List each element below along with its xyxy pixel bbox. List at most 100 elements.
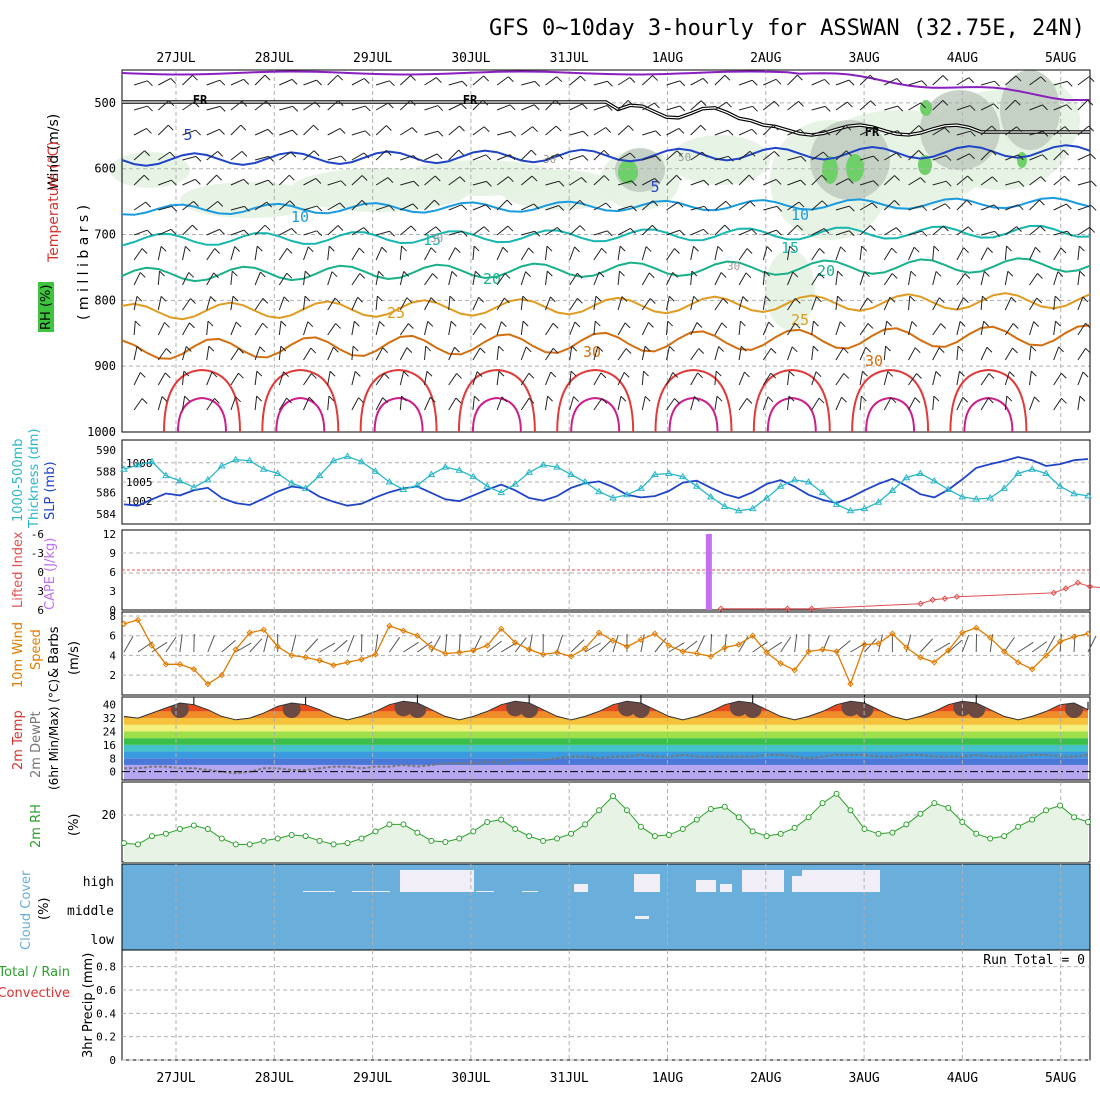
wind-barb-flag [935,271,942,277]
wind-barb-flag [389,230,395,237]
slp-line [123,456,1089,507]
wind10m-barb [850,642,867,653]
wind-barb [496,247,504,261]
wind-barb [206,248,216,261]
rh-marker [861,826,868,833]
wind-barb [133,80,148,86]
wind-barb [593,202,607,211]
wind-barb [182,298,191,311]
thickness-marker [525,468,534,475]
cape-bar [705,534,712,610]
wind-barb [278,397,288,411]
wind-barb [811,151,824,161]
rh-marker [959,819,966,825]
wind-barb-flag [304,295,311,302]
wind-barb-flag [286,397,292,404]
rh-marker [400,821,407,828]
wind-barb [811,200,823,211]
wind-barb-flag [461,80,468,87]
wind-barb [182,155,197,161]
wind-barb [811,174,823,186]
wind-barb [787,246,791,261]
li-tick-label: 0 [37,566,44,579]
thickness-marker [553,463,561,470]
wind-barb [908,125,920,136]
wind-barb-flag [1055,320,1061,327]
wind-barb-flag [691,270,698,277]
wind-barb-flag [411,127,418,133]
wind-speed-marker [414,632,421,639]
wind-barb [230,296,234,311]
wind-barb-flag [798,101,804,107]
thickness-marker [958,492,967,500]
wind-barb-flag [450,320,457,327]
wind-speed-marker [749,632,756,639]
wind-barb [956,273,966,286]
wind-barb [593,105,608,111]
wind-speed-marker [274,643,281,650]
wind-barb [496,154,511,161]
wind-barb-flag [603,149,610,156]
rh-marker [260,837,267,844]
wind-barb [351,78,365,86]
thickness-marker [203,475,212,483]
li-tick-label: 3 [37,585,44,598]
wind-barb [303,150,315,161]
wind-speed-marker [875,640,882,647]
wind-barb-flag [579,225,586,231]
wind10m-barb [710,633,713,653]
date-label-bottom: 30JUL [451,1071,490,1086]
wind-barb [859,396,862,411]
wind10m-barb [598,639,613,653]
isotherm-line [121,196,1091,216]
wind-barb-flag [425,345,432,352]
thickness-marker [664,469,673,476]
wind-barb-flag [654,102,660,109]
wind-barb [593,149,605,161]
rh-marker [526,833,533,840]
wind-barb-flag [429,396,436,403]
wind-barb [278,371,285,386]
thickness-marker [1084,491,1092,499]
wind-barb [279,78,293,86]
wind-barb-flag [727,178,734,185]
wind-barb-flag [967,175,973,182]
wind-barb [399,75,411,86]
wind-barb [908,150,920,161]
temp-ylabel-2: 2m DewPt [29,711,44,778]
wind-barb [859,323,869,336]
wind10m-barb [249,638,263,653]
temp-band [124,758,1088,765]
wind-barb-flag [555,99,561,106]
wind-barb [424,371,428,386]
wind10m-barb [556,634,564,653]
cloud-clear-patch [792,876,802,892]
wind-barb-flag [913,246,920,253]
isotherm-label: 5 [650,178,659,196]
wind-barb [932,100,944,111]
wind-barb-flag [679,105,686,112]
wind-barb [617,296,623,311]
wind-barb [787,322,796,336]
wind-barb-flag [500,321,507,328]
wind-barb [206,174,217,186]
wind-barb-flag [328,395,335,402]
wind-barb [762,124,774,136]
thickness-marker [120,465,128,472]
wind-barb [835,296,838,311]
wind-barb [932,246,935,261]
wind-barb-flag [308,396,315,403]
temp-band [124,751,1088,759]
wind-barb-flag [751,79,758,86]
wind-barb [448,149,459,161]
isotherm-label: 25 [387,304,405,322]
wind-barb-flag [328,245,335,252]
wind-barb [835,271,839,286]
thickness-marker [483,482,492,489]
wind-barb-flag [693,245,699,252]
wind-barb [835,150,847,161]
wind-barb [230,178,244,186]
wind-barb-flag [628,125,634,131]
wind-barb [424,105,438,111]
wind-barb [859,155,874,161]
